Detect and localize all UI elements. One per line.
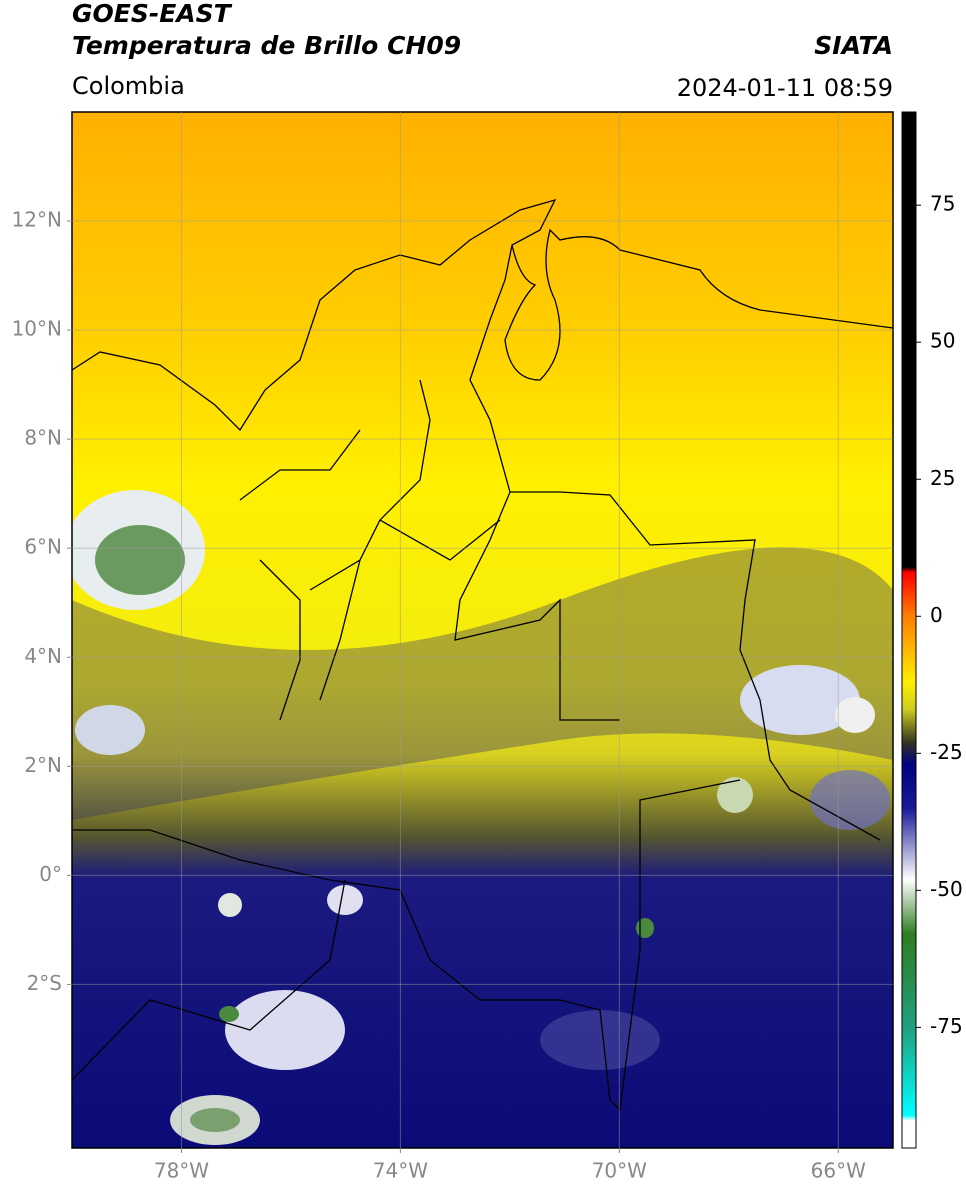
- lat-tick-label: 12°N: [12, 208, 62, 232]
- lon-tick-label: 66°W: [811, 1159, 866, 1183]
- lat-tick-label: 2°N: [24, 753, 62, 777]
- lat-tick-label: 8°N: [24, 426, 62, 450]
- lat-tick-label: 10°N: [12, 317, 62, 341]
- lat-tick-label: 0°: [39, 862, 62, 886]
- colorbar-tick-label: -50: [930, 877, 963, 901]
- colorbar-tick-label: 75: [930, 192, 955, 216]
- colorbar-tick-label: 0: [930, 603, 943, 627]
- subtitle: Temperatura de Brillo CH09: [72, 31, 461, 60]
- colorbar-tick-label: 50: [930, 329, 955, 353]
- lat-tick-label: 6°N: [24, 535, 62, 559]
- lon-tick-label: 70°W: [592, 1159, 647, 1183]
- map-frame: [71, 111, 894, 1149]
- source: SIATA: [814, 31, 893, 60]
- satellite-image: [72, 112, 893, 1148]
- lat-tick-label: 2°S: [27, 971, 62, 995]
- lon-tick-label: 78°W: [154, 1159, 209, 1183]
- colorbar-tick-label: -25: [930, 740, 963, 764]
- colorbar-tick-label: -75: [930, 1014, 963, 1038]
- title: GOES-EAST: [72, 0, 233, 28]
- colorbar: [901, 111, 917, 1149]
- lon-tick-label: 74°W: [373, 1159, 428, 1183]
- datetime: 2024-01-11 08:59: [677, 74, 893, 102]
- region: Colombia: [72, 72, 185, 100]
- colorbar-tick-label: 25: [930, 466, 955, 490]
- lat-tick-label: 4°N: [24, 644, 62, 668]
